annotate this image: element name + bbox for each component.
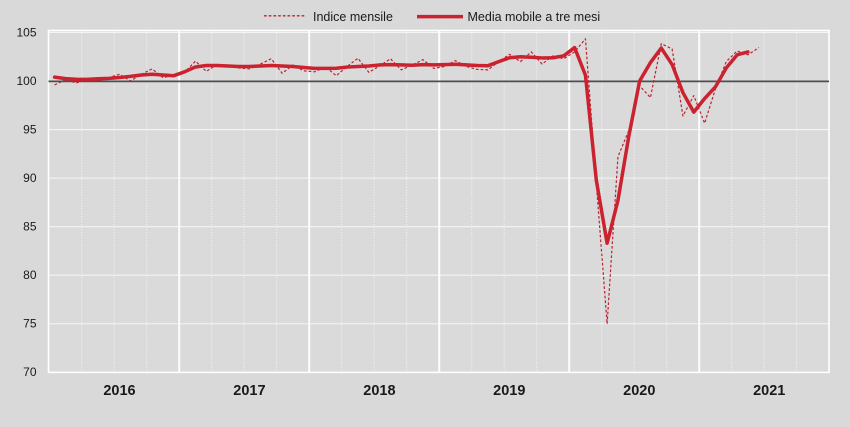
svg-text:75: 75 <box>23 317 37 331</box>
svg-text:100: 100 <box>16 74 36 88</box>
svg-text:2020: 2020 <box>623 383 655 399</box>
svg-text:2021: 2021 <box>753 383 785 399</box>
svg-text:2017: 2017 <box>233 383 265 399</box>
svg-text:85: 85 <box>23 219 37 233</box>
svg-text:Media mobile a tre mesi: Media mobile a tre mesi <box>468 10 601 24</box>
svg-text:105: 105 <box>16 25 36 39</box>
svg-text:80: 80 <box>23 268 37 282</box>
svg-text:2016: 2016 <box>103 383 135 399</box>
svg-text:70: 70 <box>23 365 37 379</box>
svg-text:2019: 2019 <box>493 383 525 399</box>
svg-text:2018: 2018 <box>363 383 395 399</box>
svg-text:90: 90 <box>23 171 37 185</box>
svg-text:95: 95 <box>23 122 37 136</box>
svg-text:Indice mensile: Indice mensile <box>313 10 393 24</box>
